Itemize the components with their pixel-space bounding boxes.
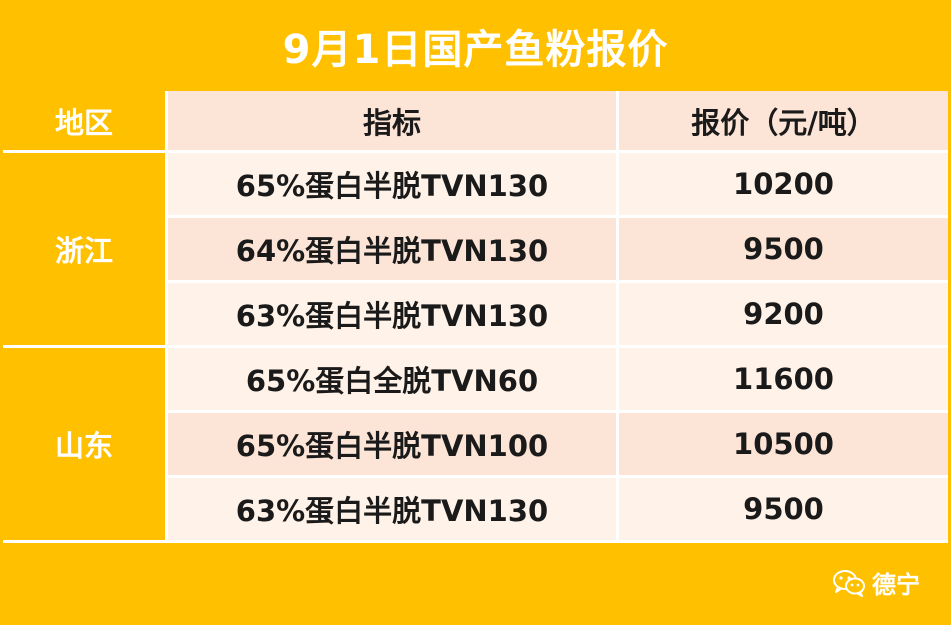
spec-cell: 65%蛋白半脱TVN100 xyxy=(168,413,619,478)
brand-name: 德宁 xyxy=(872,571,920,599)
table-header-row: 地区 指标 报价（元/吨） xyxy=(3,91,948,153)
table-row: 65%蛋白半脱TVN100 10500 xyxy=(3,413,948,478)
region-cell-shandong: 山东 xyxy=(3,348,168,543)
price-cell: 9200 xyxy=(619,283,948,348)
table-row: 63%蛋白半脱TVN130 9200 xyxy=(3,283,948,348)
table-row: 浙江 65%蛋白半脱TVN130 10200 xyxy=(3,153,948,348)
price-cell: 11600 xyxy=(619,348,948,413)
spec-cell: 65%蛋白半脱TVN130 xyxy=(168,153,619,218)
header-region: 地区 xyxy=(3,91,168,153)
price-cell: 9500 xyxy=(619,478,948,543)
price-table: 地区 指标 报价（元/吨） 浙江 65%蛋白半脱TVN130 10200 64%… xyxy=(3,91,948,543)
spec-cell: 63%蛋白半脱TVN130 xyxy=(168,478,619,543)
brand-watermark: 德宁 xyxy=(832,565,920,600)
spec-cell: 64%蛋白半脱TVN130 xyxy=(168,218,619,283)
table-row: 64%蛋白半脱TVN130 9500 xyxy=(3,218,948,283)
table-row: 63%蛋白半脱TVN130 9500 xyxy=(3,478,948,543)
price-cell: 10500 xyxy=(619,413,948,478)
spec-cell: 63%蛋白半脱TVN130 xyxy=(168,283,619,348)
region-cell-zhejiang: 浙江 xyxy=(3,153,168,348)
price-cell: 9500 xyxy=(619,218,948,283)
header-spec: 指标 xyxy=(168,91,619,153)
wechat-icon xyxy=(832,569,866,597)
footer-bar: 德宁 xyxy=(3,548,948,622)
price-cell: 10200 xyxy=(619,153,948,218)
spec-cell: 65%蛋白全脱TVN60 xyxy=(168,348,619,413)
table-row: 山东 65%蛋白全脱TVN60 11600 xyxy=(3,348,948,543)
page-title: 9月1日国产鱼粉报价 xyxy=(3,3,948,88)
header-price: 报价（元/吨） xyxy=(619,91,948,153)
